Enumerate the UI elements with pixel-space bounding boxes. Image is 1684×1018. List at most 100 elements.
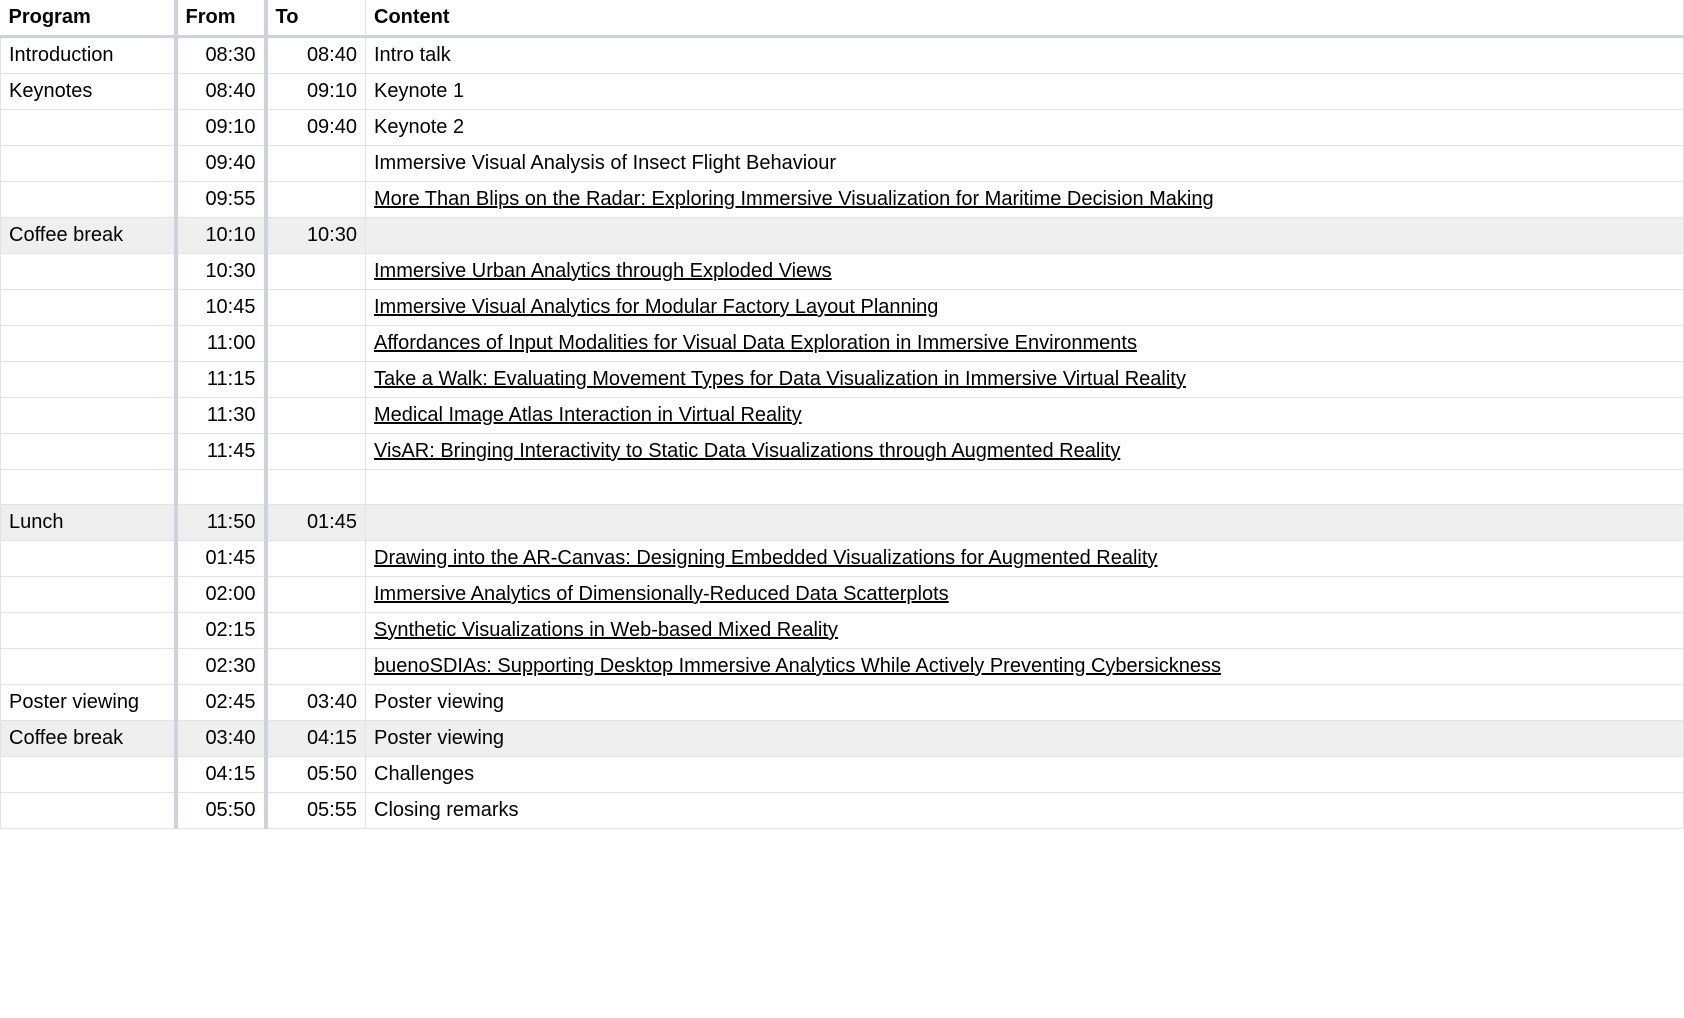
cell-content: Keynote 2 bbox=[366, 110, 1684, 146]
cell-program: Poster viewing bbox=[1, 685, 176, 721]
header-row: Program From To Content bbox=[1, 0, 1684, 37]
cell-to bbox=[266, 470, 366, 505]
cell-program bbox=[1, 577, 176, 613]
cell-from: 11:30 bbox=[176, 398, 266, 434]
cell-to: 10:30 bbox=[266, 218, 366, 254]
table-row: 11:30 Medical Image Atlas Interaction in … bbox=[1, 398, 1684, 434]
cell-from: 01:45 bbox=[176, 541, 266, 577]
cell-from: 02:15 bbox=[176, 613, 266, 649]
cell-content: Poster viewing bbox=[366, 685, 1684, 721]
cell-content: Intro talk bbox=[366, 37, 1684, 74]
content-link[interactable]: buenoSDIAs: Supporting Desktop Immersive… bbox=[374, 655, 1221, 677]
cell-program: Keynotes bbox=[1, 74, 176, 110]
cell-program: Introduction bbox=[1, 37, 176, 74]
cell-from: 02:00 bbox=[176, 577, 266, 613]
cell-content bbox=[366, 218, 1684, 254]
cell-to bbox=[266, 398, 366, 434]
table-row: Keynotes08:4009:10Keynote 1 bbox=[1, 74, 1684, 110]
cell-program bbox=[1, 470, 176, 505]
cell-content: Immersive Analytics of Dimensionally-Red… bbox=[366, 577, 1684, 613]
cell-from: 11:45 bbox=[176, 434, 266, 470]
table-row: 09:40 Immersive Visual Analysis of Insect… bbox=[1, 146, 1684, 182]
cell-to bbox=[266, 649, 366, 685]
cell-program bbox=[1, 757, 176, 793]
cell-from: 10:10 bbox=[176, 218, 266, 254]
cell-from: 03:40 bbox=[176, 721, 266, 757]
table-row: 05:5005:55Closing remarks bbox=[1, 793, 1684, 829]
table-row: 09:1009:40Keynote 2 bbox=[1, 110, 1684, 146]
cell-program bbox=[1, 649, 176, 685]
cell-content: Immersive Visual Analysis of Insect Flig… bbox=[366, 146, 1684, 182]
cell-content: VisAR: Bringing Interactivity to Static … bbox=[366, 434, 1684, 470]
cell-to bbox=[266, 290, 366, 326]
cell-content: Challenges bbox=[366, 757, 1684, 793]
cell-to bbox=[266, 254, 366, 290]
header-to: To bbox=[266, 0, 366, 37]
cell-program: Lunch bbox=[1, 505, 176, 541]
table-row: Poster viewing02:4503:40Poster viewing bbox=[1, 685, 1684, 721]
cell-content: Take a Walk: Evaluating Movement Types f… bbox=[366, 362, 1684, 398]
table-row: Introduction08:3008:40Intro talk bbox=[1, 37, 1684, 74]
cell-from: 09:10 bbox=[176, 110, 266, 146]
cell-from: 10:30 bbox=[176, 254, 266, 290]
table-row: 02:30 buenoSDIAs: Supporting Desktop Imme… bbox=[1, 649, 1684, 685]
schedule-table: Program From To Content Introduction08:3… bbox=[0, 0, 1684, 829]
cell-program bbox=[1, 146, 176, 182]
table-row: 04:1505:50Challenges bbox=[1, 757, 1684, 793]
table-row: Coffee break10:1010:30 bbox=[1, 218, 1684, 254]
content-link[interactable]: Immersive Urban Analytics through Explod… bbox=[374, 260, 832, 282]
cell-from: 05:50 bbox=[176, 793, 266, 829]
cell-program bbox=[1, 254, 176, 290]
cell-to bbox=[266, 146, 366, 182]
cell-program: Coffee break bbox=[1, 721, 176, 757]
cell-from: 02:45 bbox=[176, 685, 266, 721]
cell-program bbox=[1, 290, 176, 326]
cell-content bbox=[366, 505, 1684, 541]
table-row: 11:00Affordances of Input Modalities for… bbox=[1, 326, 1684, 362]
cell-from: 08:40 bbox=[176, 74, 266, 110]
content-link[interactable]: More Than Blips on the Radar: Exploring … bbox=[374, 188, 1214, 210]
table-row: 10:30 Immersive Urban Analytics through E… bbox=[1, 254, 1684, 290]
cell-from: 02:30 bbox=[176, 649, 266, 685]
cell-to: 08:40 bbox=[266, 37, 366, 74]
cell-program bbox=[1, 362, 176, 398]
table-row: 02:15 Synthetic Visualizations in Web-bas… bbox=[1, 613, 1684, 649]
cell-program bbox=[1, 326, 176, 362]
content-link[interactable]: Take a Walk: Evaluating Movement Types f… bbox=[374, 368, 1186, 390]
cell-content bbox=[366, 470, 1684, 505]
content-link[interactable]: Affordances of Input Modalities for Visu… bbox=[374, 332, 1137, 354]
content-link[interactable]: VisAR: Bringing Interactivity to Static … bbox=[374, 440, 1120, 462]
table-row: 09:55 More Than Blips on the Radar: Explo… bbox=[1, 182, 1684, 218]
cell-from: 09:55 bbox=[176, 182, 266, 218]
cell-from bbox=[176, 470, 266, 505]
cell-to bbox=[266, 362, 366, 398]
table-row: 10:45 Immersive Visual Analytics for Modu… bbox=[1, 290, 1684, 326]
cell-content: Immersive Urban Analytics through Explod… bbox=[366, 254, 1684, 290]
cell-from: 11:15 bbox=[176, 362, 266, 398]
cell-to: 09:40 bbox=[266, 110, 366, 146]
cell-to: 04:15 bbox=[266, 721, 366, 757]
cell-to: 05:55 bbox=[266, 793, 366, 829]
cell-from: 04:15 bbox=[176, 757, 266, 793]
cell-program bbox=[1, 613, 176, 649]
content-link[interactable]: Immersive Analytics of Dimensionally-Red… bbox=[374, 583, 949, 605]
cell-content: Medical Image Atlas Interaction in Virtu… bbox=[366, 398, 1684, 434]
cell-to: 05:50 bbox=[266, 757, 366, 793]
cell-to: 09:10 bbox=[266, 74, 366, 110]
cell-to bbox=[266, 613, 366, 649]
cell-program bbox=[1, 182, 176, 218]
content-link[interactable]: Immersive Visual Analytics for Modular F… bbox=[374, 296, 938, 318]
cell-from: 11:50 bbox=[176, 505, 266, 541]
cell-content: Affordances of Input Modalities for Visu… bbox=[366, 326, 1684, 362]
cell-to: 01:45 bbox=[266, 505, 366, 541]
cell-to bbox=[266, 326, 366, 362]
cell-program: Coffee break bbox=[1, 218, 176, 254]
content-link[interactable]: Medical Image Atlas Interaction in Virtu… bbox=[374, 404, 802, 426]
content-link[interactable]: Synthetic Visualizations in Web-based Mi… bbox=[374, 619, 838, 641]
cell-from: 10:45 bbox=[176, 290, 266, 326]
cell-to bbox=[266, 182, 366, 218]
cell-from: 09:40 bbox=[176, 146, 266, 182]
header-content: Content bbox=[366, 0, 1684, 37]
table-row: 11:15 Take a Walk: Evaluating Movement Ty… bbox=[1, 362, 1684, 398]
content-link[interactable]: Drawing into the AR-Canvas: Designing Em… bbox=[374, 547, 1157, 569]
